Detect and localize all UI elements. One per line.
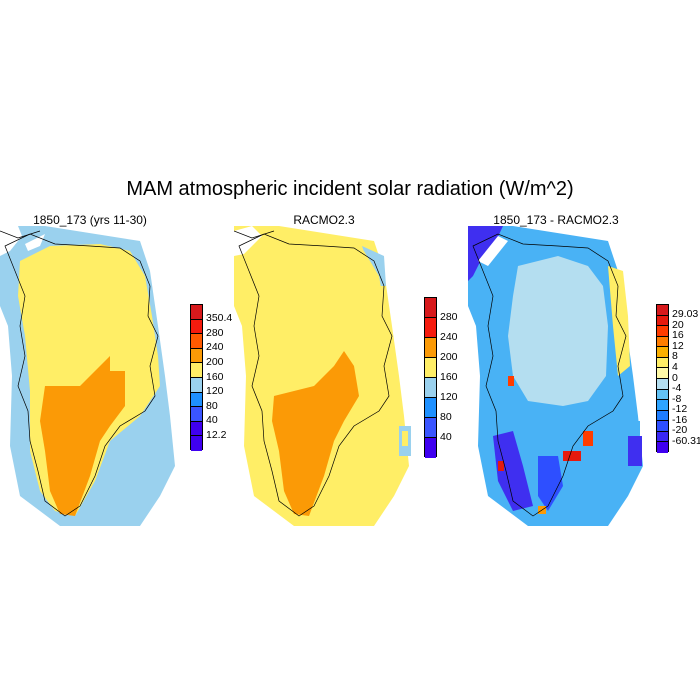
colorbar-cell (657, 442, 668, 453)
panel2-coastline-north (234, 230, 275, 239)
panel2-high-region (272, 351, 359, 516)
colorbar-cell (191, 377, 202, 393)
colorbar-label: 120 (206, 385, 224, 398)
colorbar-cell (657, 400, 668, 411)
colorbar-cell (657, 357, 668, 369)
colorbar-cell (425, 418, 436, 438)
colorbar-label: 350.4 (206, 312, 233, 325)
panel2-map (234, 226, 416, 526)
colorbar-label: 40 (440, 430, 452, 443)
colorbar-label: 40 (206, 414, 218, 427)
colorbar-label: 240 (206, 341, 224, 354)
colorbar-cell (191, 363, 202, 378)
panel2-map-svg (234, 226, 411, 526)
panel3-ocean (478, 236, 508, 266)
colorbar-label: 12.2 (206, 428, 227, 441)
panel2-island-2 (402, 431, 408, 446)
colorbar-cell (191, 348, 202, 364)
panel3-title: 1850_173 - RACMO2.3 (493, 213, 619, 227)
panel3-red-spot-4 (498, 461, 504, 471)
colorbar-label: -8 (672, 392, 682, 405)
panel2-title: RACMO2.3 (293, 213, 355, 227)
colorbar-cell (191, 407, 202, 422)
colorbar-label: 240 (440, 330, 458, 343)
colorbar-cell (657, 347, 668, 358)
panel1-title: 1850_173 (yrs 11-30) (33, 213, 147, 227)
colorbar-cell (657, 378, 668, 390)
panel3-red-spot-1 (563, 451, 581, 461)
colorbar-label: -12 (672, 403, 688, 416)
panel3-red-spot-2 (583, 431, 593, 446)
colorbar-cell (191, 334, 202, 349)
colorbar-cell (425, 438, 436, 458)
colorbar-label: -16 (672, 413, 688, 426)
panel1-high-region (40, 356, 125, 516)
panel3-south-low-2 (538, 456, 563, 511)
colorbar-label: 12 (672, 339, 684, 352)
colorbar-label: 120 (440, 390, 458, 403)
colorbar-cell (425, 298, 436, 318)
panel3-south-low (493, 431, 533, 511)
colorbar-cell (657, 368, 668, 379)
colorbar-label: 8 (672, 350, 678, 363)
colorbar-label: 29.03 (672, 308, 699, 321)
colorbar-label: 80 (206, 399, 218, 412)
colorbar-label: 20 (672, 318, 684, 331)
colorbar-cell (425, 318, 436, 338)
panel1-coastline-north (0, 230, 41, 239)
colorbar-cell (191, 421, 202, 437)
colorbar-cell (657, 315, 668, 327)
panel3-east-positive (608, 266, 630, 376)
colorbar-cell (191, 392, 202, 408)
colorbar-cell (657, 421, 668, 432)
panel2-coastline (238, 233, 393, 517)
colorbar-label: -20 (672, 424, 688, 437)
panel1-map-svg (0, 226, 175, 526)
colorbar-cell (657, 305, 668, 316)
colorbar-label: -4 (672, 382, 682, 395)
colorbar-cell (425, 398, 436, 418)
colorbar-label: -60.31 (672, 434, 700, 447)
panel1-colorbar (190, 304, 203, 451)
panel3-coastline (472, 233, 627, 517)
panel2-colorbar (424, 297, 437, 458)
panel3-colorbar (656, 304, 669, 453)
panel3-interior (508, 256, 608, 406)
panel3-island-2 (632, 421, 640, 435)
colorbar-cell (425, 358, 436, 378)
colorbar-label: 160 (440, 370, 458, 383)
panel3-map-svg (468, 226, 643, 526)
colorbar-cell (425, 378, 436, 398)
colorbar-label: 200 (206, 355, 224, 368)
panel3-map (468, 226, 650, 526)
panel3-nw-low (468, 226, 503, 281)
colorbar-cell (657, 389, 668, 401)
colorbar-label: 200 (440, 350, 458, 363)
colorbar-label: 16 (672, 329, 684, 342)
colorbar-cell (657, 336, 668, 348)
colorbar-cell (657, 431, 668, 443)
panel3-red-spot-3 (508, 376, 514, 386)
panel1-coastline (4, 233, 159, 517)
colorbar-cell (657, 410, 668, 422)
colorbar-label: 80 (440, 410, 452, 423)
colorbar-cell (657, 326, 668, 337)
colorbar-label: 280 (440, 310, 458, 323)
colorbar-label: 4 (672, 360, 678, 373)
colorbar-cell (425, 338, 436, 358)
colorbar-label: 160 (206, 370, 224, 383)
colorbar-label: 0 (672, 371, 678, 384)
colorbar-cell (191, 436, 202, 451)
colorbar-cell (191, 305, 202, 320)
panel3-island (628, 436, 642, 466)
panel1-map (0, 226, 182, 526)
colorbar-label: 280 (206, 326, 224, 339)
figure-title: MAM atmospheric incident solar radiation… (126, 178, 574, 200)
colorbar-cell (191, 319, 202, 335)
